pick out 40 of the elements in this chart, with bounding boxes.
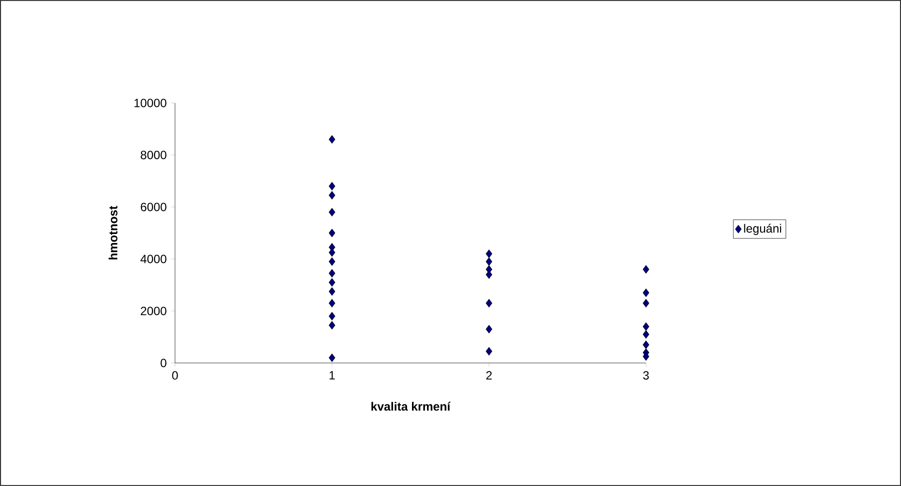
y-tick-label: 6000: [140, 202, 166, 212]
point: [328, 257, 336, 266]
point: [486, 257, 492, 266]
legend-label: leguáni: [744, 224, 782, 236]
point: [328, 182, 336, 190]
point: [328, 135, 336, 144]
x-tick-label: 1: [330, 371, 335, 380]
x-tick-label: 2: [486, 371, 492, 380]
point: [642, 298, 650, 308]
point: [486, 347, 492, 356]
point: [328, 312, 336, 320]
point: [328, 278, 336, 287]
point: [328, 228, 336, 238]
y-tick-label: 4000: [140, 254, 166, 264]
point: [642, 352, 650, 361]
point: [642, 288, 650, 298]
point: [328, 269, 336, 278]
point: [642, 265, 650, 274]
point: [486, 298, 492, 308]
y-tick-label: 2000: [140, 306, 166, 316]
x-axis-title: kvalita krmení: [371, 402, 451, 411]
point: [486, 270, 492, 279]
point: [328, 354, 336, 362]
y-axis-title: hmotnost: [108, 206, 118, 260]
point: [328, 298, 336, 308]
point: [642, 340, 650, 350]
point: [486, 250, 492, 258]
point: [328, 191, 336, 200]
point: [642, 330, 650, 339]
x-tick-label: 0: [172, 371, 178, 380]
point: [328, 287, 336, 296]
y-tick-label: 0: [160, 358, 166, 368]
point: [328, 248, 336, 257]
point: [486, 324, 492, 334]
y-tick-label: 10000: [134, 98, 166, 108]
point: [328, 208, 336, 216]
point: [642, 322, 650, 331]
x-tick-label: 3: [643, 371, 649, 380]
point: [328, 321, 336, 330]
y-tick-label: 8000: [140, 150, 166, 160]
